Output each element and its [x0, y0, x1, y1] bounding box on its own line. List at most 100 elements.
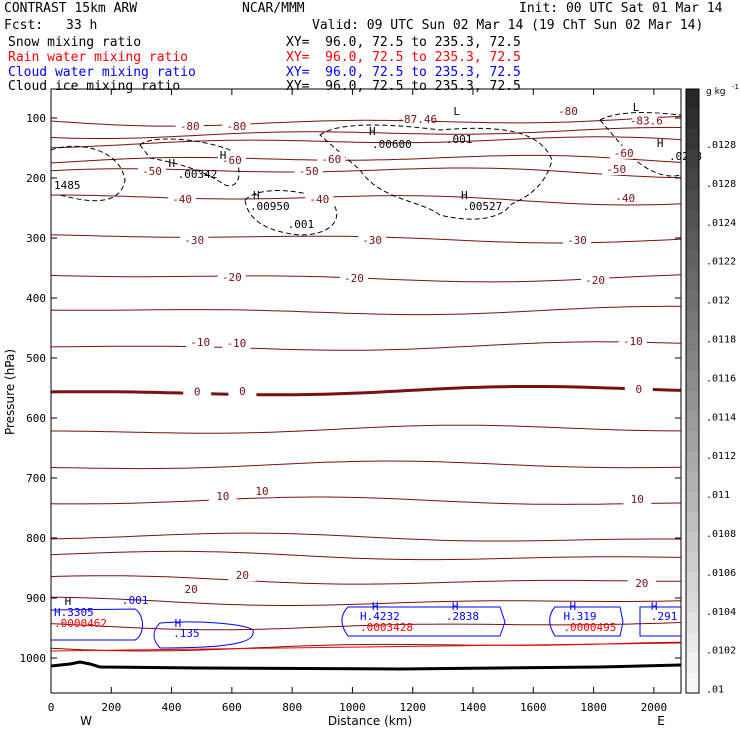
contour-label-bg — [222, 336, 251, 349]
axes: 0 200 400 600 800 1000 1200 1400 1600 1800 2000100… — [20, 89, 681, 714]
cloud-ice-contour — [139, 138, 240, 187]
colorbar-label: .0122 — [706, 257, 736, 268]
contour-value-label: -10 — [226, 337, 246, 350]
contour-label-bg — [627, 576, 656, 589]
contour-value-label: -60 — [321, 153, 341, 166]
contour-value-label: -10 — [190, 336, 210, 349]
colorbar-unit-exponent: -1 — [732, 83, 739, 91]
extremum-label: H.4232 — [360, 610, 400, 623]
colorbar-segment — [686, 612, 699, 634]
contour-value-label: 20 — [635, 577, 648, 590]
contour-label-bg — [294, 163, 323, 177]
y-tick-label: 800 — [26, 532, 46, 545]
contour-value-label: -50 — [606, 163, 626, 176]
extremum-label: .001 — [288, 218, 315, 231]
extremum-label: H — [651, 600, 658, 613]
contour-label-bg — [228, 384, 257, 397]
colorbar-label: .01 — [706, 685, 724, 696]
temperature-contour-line — [50, 305, 682, 316]
colorbar-label: .0128 — [706, 140, 736, 151]
forecast-hour: 33 h — [66, 18, 98, 33]
colorbar-label: .012 — [706, 296, 730, 307]
colorbar-frame — [685, 88, 700, 694]
temperature-contour-line — [51, 424, 681, 434]
y-tick-label: 100 — [26, 112, 46, 125]
east-label: E — [657, 714, 665, 728]
contour-label-bg — [553, 103, 582, 117]
contour-value-label: -40 — [615, 192, 635, 205]
contour-value-label: 0 — [194, 386, 201, 399]
contour-value-label: 10 — [255, 485, 268, 498]
colorbar-segment — [686, 370, 699, 392]
contour-label-bg — [175, 118, 204, 132]
colorbar-segment — [686, 652, 699, 674]
contour-value-label: 10 — [631, 493, 644, 506]
contour-label-bg — [602, 162, 631, 175]
contour-label-bg — [581, 273, 610, 286]
y-tick-label: 200 — [26, 172, 46, 185]
contour-label-bg — [563, 232, 592, 246]
colorbar-segment — [686, 411, 699, 432]
y-tick-label: 400 — [26, 292, 46, 305]
valid-time: Valid: 09 UTC Sun 02 Mar 14 (19 ChT Sun … — [312, 18, 704, 33]
field-cloud-ice-xy: XY= 96.0, 72.5 to 235.3, 72.5 — [286, 79, 521, 94]
colorbar-unit: g kg — [706, 87, 726, 97]
field-rain-xy: XY= 96.0, 72.5 to 235.3, 72.5 — [286, 50, 521, 65]
extremum-label: .291 — [651, 610, 678, 623]
contour-label-bg — [186, 334, 215, 348]
colorbar-segment — [686, 189, 699, 211]
contour-value-label: -80 — [226, 120, 246, 133]
cloud-ice-contour — [50, 145, 126, 202]
temperature-contour-line — [50, 460, 682, 470]
extremum-label: 1485 — [54, 179, 81, 192]
colorbar: .0128 .0128 .0124 .0122 .012 .0118 .0116 .0114.… — [685, 83, 739, 696]
extremum-label: H — [253, 189, 260, 202]
extremum-label: .00950 — [250, 200, 290, 213]
x-tick-label: 2000 — [641, 701, 668, 714]
cloud-water-contour — [549, 606, 624, 637]
x-tick-label: 1200 — [399, 701, 426, 714]
west-label: W — [80, 714, 92, 728]
contour-value-label: -60 — [614, 147, 634, 160]
colorbar-segment — [686, 632, 699, 654]
contour-label-bg — [317, 151, 346, 165]
contour-value-label: -20 — [585, 274, 605, 287]
colorbar-segment — [686, 109, 699, 130]
x-tick-label: 1400 — [460, 701, 487, 714]
contour-value-label: -40 — [309, 193, 329, 206]
colorbar-label: .0128 — [706, 179, 736, 190]
temperature-contour-line — [50, 154, 682, 164]
extremum-label: H.319 — [563, 610, 596, 623]
contour-label-bg — [177, 582, 206, 595]
field-cloud-water: Cloud water mixing ratio — [8, 65, 196, 80]
contour-value-label: -80 — [558, 105, 578, 118]
extremum-label: H — [65, 595, 72, 608]
contour-label-bg — [624, 382, 653, 396]
colorbar-segment — [686, 531, 699, 553]
contour-value-label: -60 — [222, 154, 242, 167]
contour-value-label: 20 — [236, 569, 249, 582]
contour-zero-line — [50, 385, 682, 397]
extremum-label: .00600 — [372, 138, 412, 151]
field-cloud-ice: Cloud ice mixing ratio — [8, 79, 181, 94]
x-tick-label: 1000 — [339, 701, 366, 714]
cloud-water-contour — [153, 621, 254, 649]
contour-label-bg — [632, 113, 661, 127]
contour-value-label: -20 — [344, 272, 364, 285]
temperature-contour-line — [50, 532, 682, 542]
colorbar-label: .011 — [706, 490, 730, 501]
colorbar-segment — [686, 451, 699, 473]
colorbar-label: .0116 — [706, 373, 736, 384]
contour-value-label: 0 — [635, 383, 642, 396]
contour-label-bg — [222, 118, 251, 132]
colorbar-label: .0108 — [706, 529, 736, 540]
colorbar-segment — [686, 89, 699, 110]
x-tick-label: 1800 — [580, 701, 607, 714]
cloud-ice-contour — [244, 190, 338, 236]
colorbar-label: .0124 — [706, 218, 736, 229]
field-snow: Snow mixing ratio — [8, 35, 142, 50]
colorbar-label: .0118 — [706, 335, 736, 346]
contour-value-label: 20 — [185, 583, 198, 596]
extremum-label: .00527 — [462, 200, 502, 213]
contour-label-bg — [168, 192, 197, 205]
